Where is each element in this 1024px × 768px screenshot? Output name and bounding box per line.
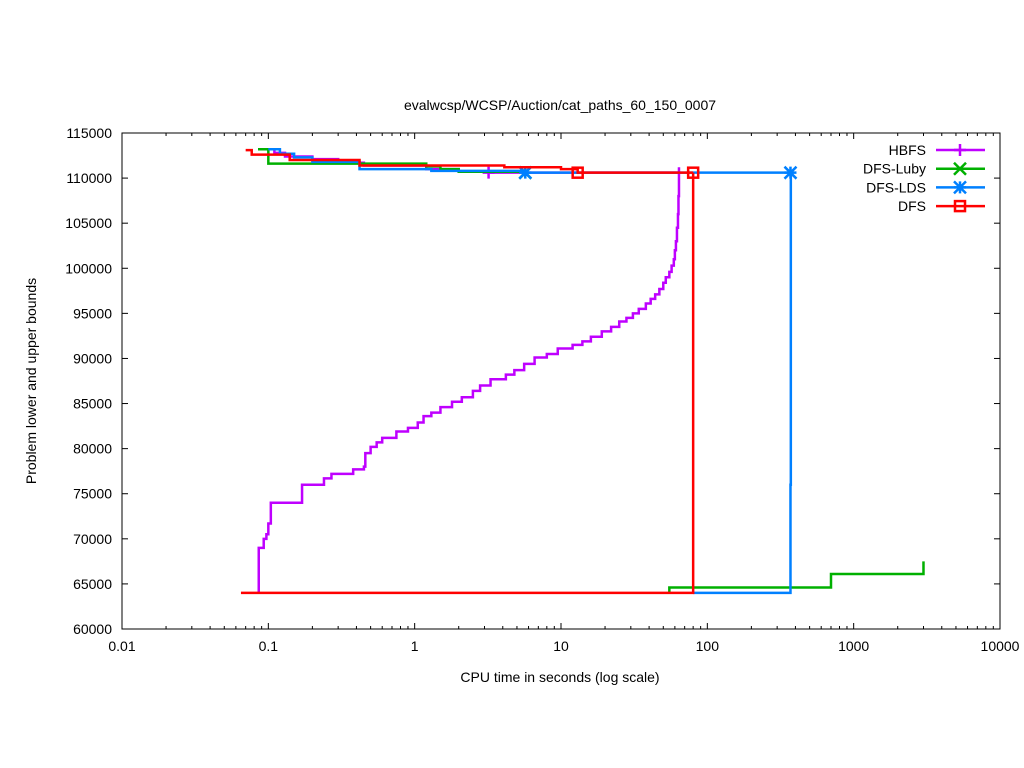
- x-tick-label: 100: [696, 638, 720, 654]
- series-hbfs-lower-bound: [257, 167, 681, 593]
- y-tick-label: 100000: [65, 260, 112, 276]
- y-tick-label: 110000: [66, 170, 112, 186]
- x-tick-label: 0.01: [108, 638, 135, 654]
- legend-marker-hbfs: [954, 144, 966, 156]
- x-tick-label: 1: [411, 638, 419, 654]
- y-tick-label: 95000: [73, 305, 112, 321]
- legend-label: HBFS: [889, 142, 926, 158]
- x-axis-label: CPU time in seconds (log scale): [460, 669, 659, 685]
- y-tick-label: 60000: [73, 621, 112, 637]
- marker-dfs-lds: [518, 165, 533, 180]
- x-tick-label: 1000: [838, 638, 869, 654]
- series-dfs-upper-bound: [245, 148, 694, 174]
- legend-marker-dfs-lds: [953, 180, 967, 195]
- y-tick-label: 115000: [66, 125, 112, 141]
- x-tick-label: 0.1: [259, 638, 279, 654]
- marker-dfs: [571, 166, 584, 179]
- marker-dfs-lds: [783, 165, 798, 180]
- series-dfs-lds-lower-bound: [693, 172, 793, 595]
- legend-label: DFS-LDS: [866, 179, 926, 195]
- legend-label: DFS: [898, 198, 926, 214]
- plot-frame: [121, 132, 1001, 630]
- x-tick-label: 10: [553, 638, 569, 654]
- legend: HBFS DFS-Luby DFS-LDS DFS: [863, 142, 985, 214]
- legend-marker-dfs-luby: [953, 161, 967, 176]
- y-tick-label: 80000: [73, 441, 112, 457]
- x-tick-label: 10000: [981, 638, 1020, 654]
- y-tick-label: 75000: [73, 486, 112, 502]
- legend-label: DFS-Luby: [863, 161, 926, 177]
- y-tick-label: 105000: [65, 215, 112, 231]
- y-tick-label: 85000: [73, 396, 112, 412]
- series-dfs-lower-bound: [240, 172, 695, 595]
- y-axis-label: Problem lower and upper bounds: [23, 278, 39, 484]
- chart-title: evalwcsp/WCSP/Auction/cat_paths_60_150_0…: [404, 97, 716, 113]
- marker-dfs: [686, 166, 700, 179]
- legend-marker-dfs: [953, 199, 967, 213]
- plot-area: [240, 147, 925, 595]
- y-tick-label: 90000: [73, 350, 112, 366]
- y-tick-label: 65000: [73, 576, 112, 592]
- series-dfs-luby-lower-bound: [668, 561, 925, 593]
- y-tick-label: 70000: [73, 531, 112, 547]
